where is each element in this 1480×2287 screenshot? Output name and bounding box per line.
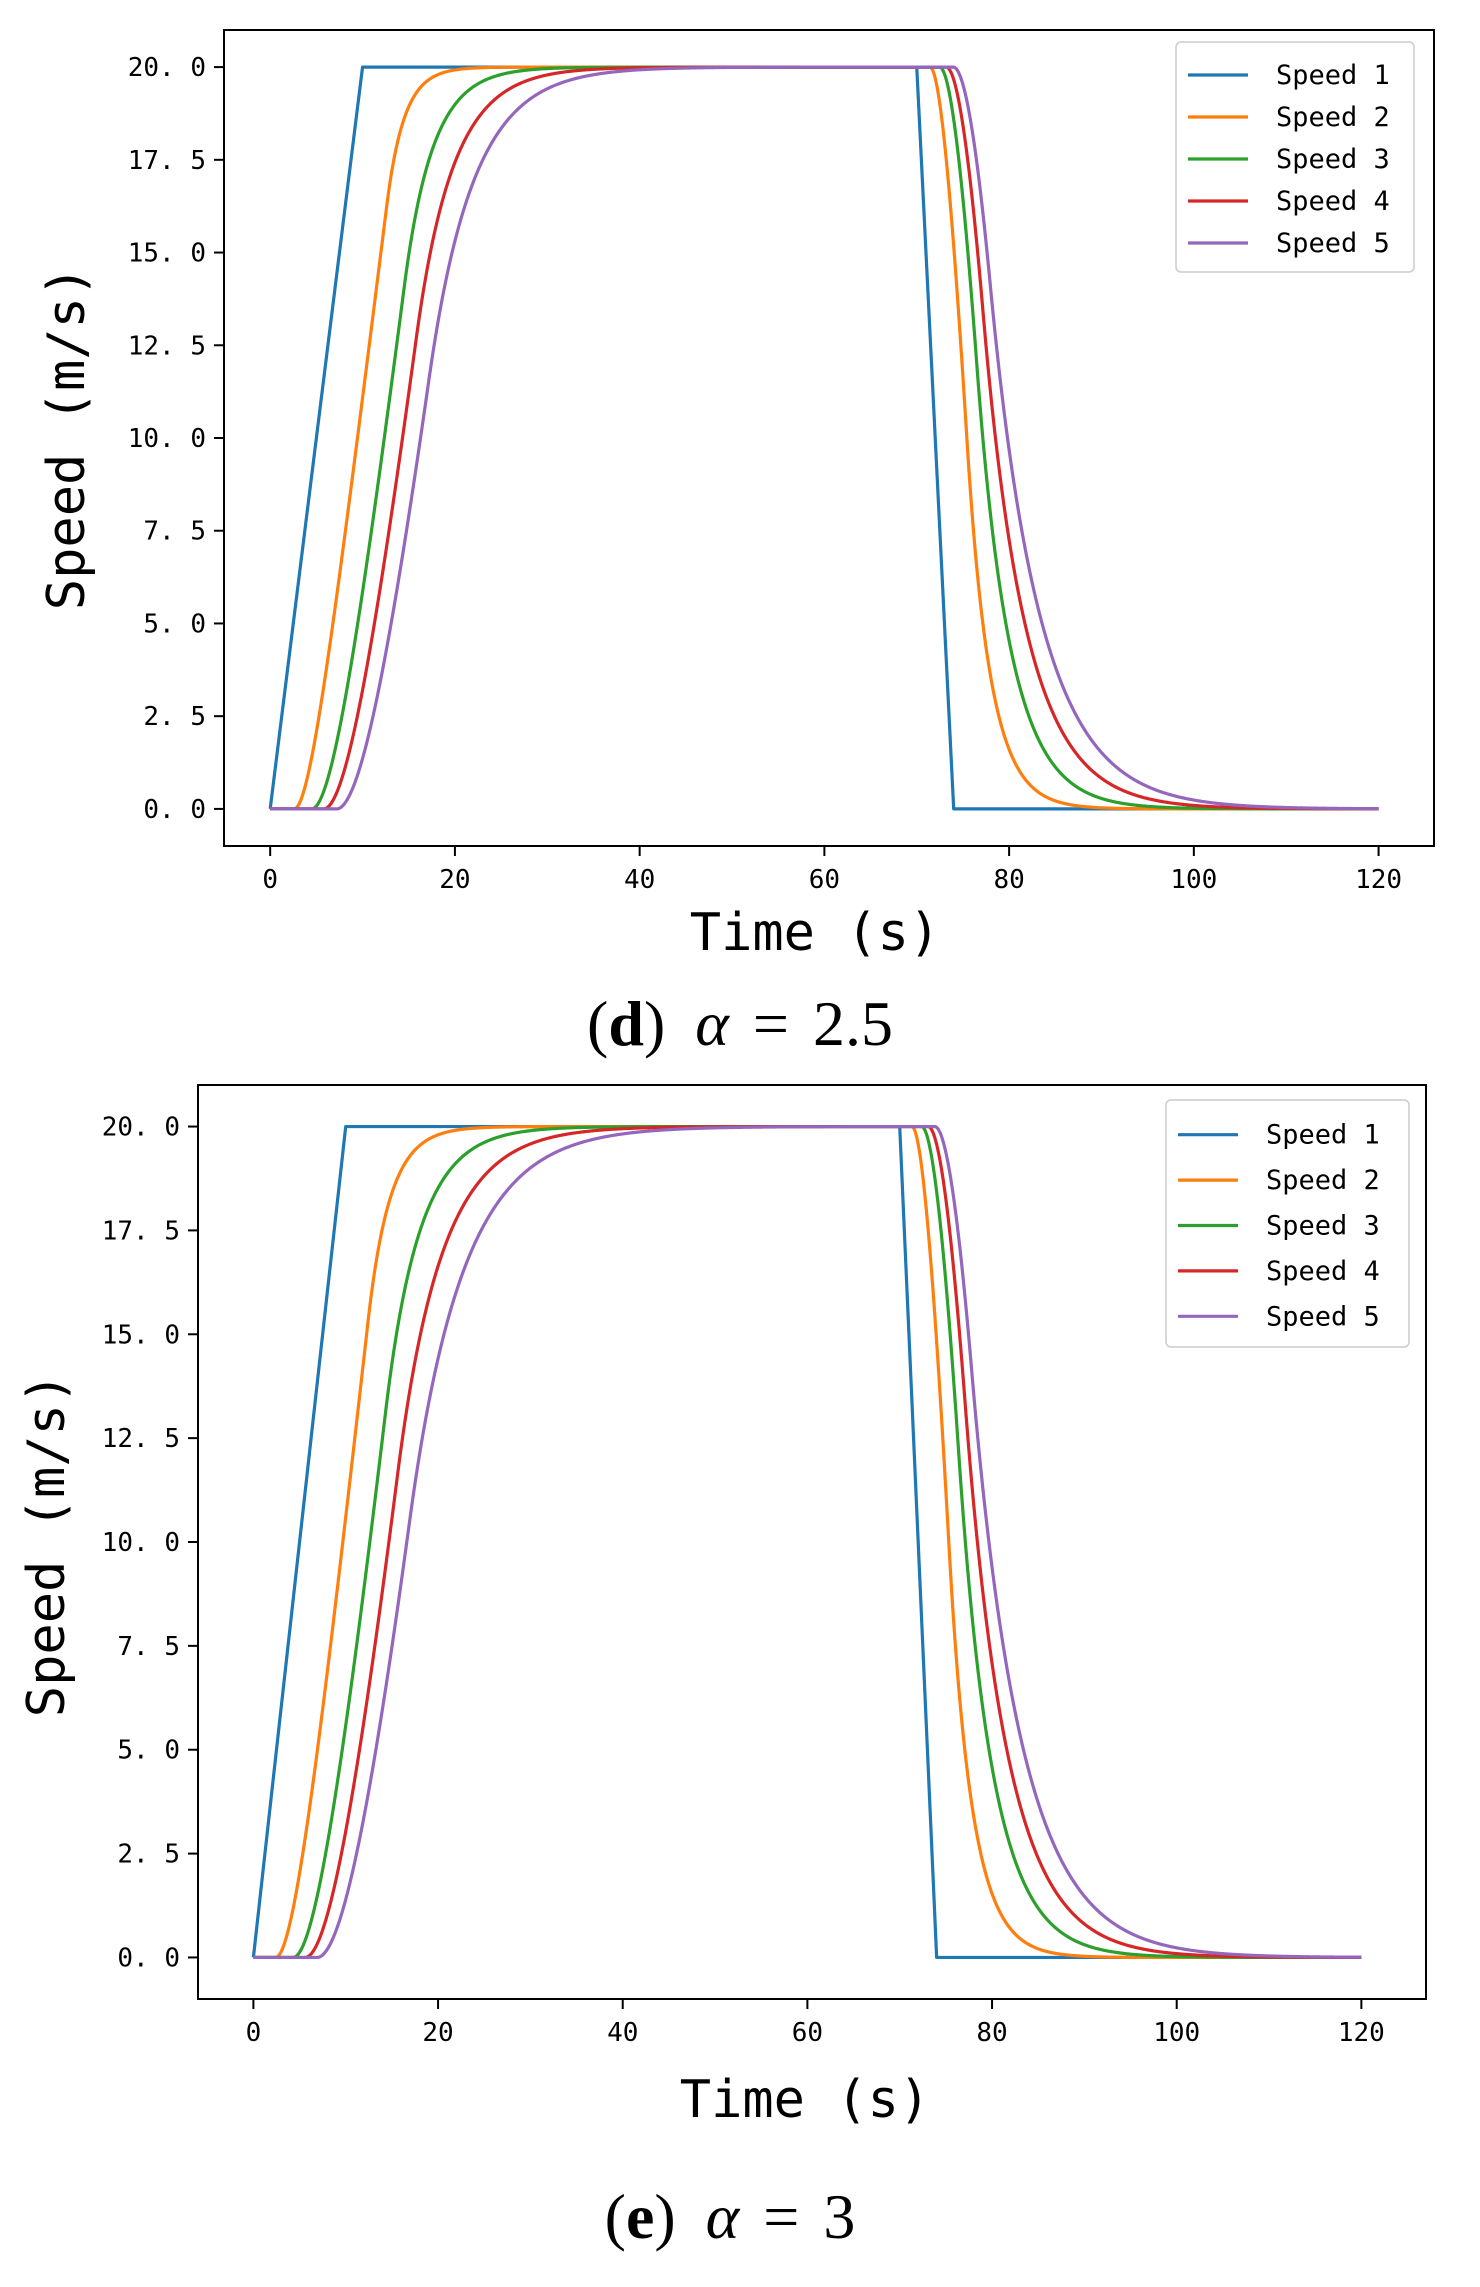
legend-box <box>1175 41 1415 273</box>
panel-caption: (d) α = 2.5 <box>587 988 893 1059</box>
caption-equals: = <box>753 988 789 1059</box>
y-tick-label: 15. 0 <box>102 1320 180 1350</box>
caption-value: 2.5 <box>813 988 893 1059</box>
panel-caption: (e) α = 3 <box>605 2181 856 2252</box>
y-tick-label: 7. 5 <box>143 517 206 547</box>
caption-open: ( <box>605 2181 626 2252</box>
y-axis-label: Speed (m/s) <box>17 1373 77 1717</box>
y-tick-label: 0. 0 <box>143 795 206 825</box>
x-tick-label: 100 <box>1153 2018 1200 2048</box>
caption-value: 3 <box>823 2181 855 2252</box>
legend-label-5: Speed 5 <box>1276 228 1390 259</box>
y-tick-label: 10. 0 <box>102 1528 180 1558</box>
x-tick-label: 60 <box>792 2018 823 2048</box>
x-axis-label: Time (s) <box>690 903 940 963</box>
caption-equals: = <box>763 2181 799 2252</box>
series-line-5 <box>269 65 1380 811</box>
y-tick-label: 20. 0 <box>102 1113 180 1143</box>
x-tick-label: 100 <box>1170 865 1217 895</box>
y-tick-label: 2. 5 <box>117 1840 180 1870</box>
y-tick-label: 5. 0 <box>143 609 206 639</box>
caption-symbol: α <box>695 988 730 1059</box>
legend-label-3: Speed 3 <box>1276 144 1390 175</box>
series-group <box>251 1124 1363 1960</box>
caption-label: d <box>608 988 644 1059</box>
chart-panel-d: 0 20 40 60 80 100 120 0. 0 2. 5 5. 0 7. 5 10. 0 12. … <box>37 29 1435 1059</box>
x-tick-label: 20 <box>422 2018 453 2048</box>
y-tick-label: 0. 0 <box>117 1943 180 1973</box>
y-tick-label: 15. 0 <box>128 239 206 269</box>
series-line-5 <box>252 1124 1363 1960</box>
y-axis-label: Speed (m/s) <box>37 266 97 610</box>
legend-label-1: Speed 1 <box>1266 1120 1380 1151</box>
caption-close: ) <box>644 988 665 1059</box>
x-tick-label: 40 <box>624 865 655 895</box>
y-tick-label: 17. 5 <box>128 146 206 176</box>
y-tick-label: 10. 0 <box>128 424 206 454</box>
y-tick-label: 7. 5 <box>117 1632 180 1662</box>
caption-close: ) <box>654 2181 675 2252</box>
legend: Speed 1 Speed 2 Speed 3 Speed 4 Speed 5 <box>1175 41 1415 273</box>
legend-label-2: Speed 2 <box>1276 102 1390 133</box>
caption-open: ( <box>587 988 608 1059</box>
legend-box <box>1165 1099 1410 1348</box>
caption-symbol: α <box>706 2181 741 2252</box>
y-tick-label: 17. 5 <box>102 1216 180 1246</box>
y-tick-label: 12. 5 <box>128 331 206 361</box>
x-tick-label: 80 <box>993 865 1024 895</box>
y-tick-label: 20. 0 <box>128 53 206 83</box>
legend-label-4: Speed 4 <box>1266 1256 1380 1287</box>
x-tick-label: 0 <box>246 2018 262 2048</box>
legend: Speed 1 Speed 2 Speed 3 Speed 4 Speed 5 <box>1165 1099 1410 1348</box>
legend-label-1: Speed 1 <box>1276 60 1390 91</box>
x-tick-label: 60 <box>809 865 840 895</box>
x-tick-label: 0 <box>262 865 278 895</box>
chart-panel-e: 0 20 40 60 80 100 120 0. 0 2. 5 5. 0 7. 5 10. 0 12. … <box>17 1084 1427 2252</box>
caption-label: e <box>626 2181 654 2252</box>
x-tick-label: 80 <box>976 2018 1007 2048</box>
x-tick-label: 20 <box>439 865 470 895</box>
x-tick-label: 120 <box>1338 2018 1385 2048</box>
y-tick-label: 5. 0 <box>117 1736 180 1766</box>
x-axis-label: Time (s) <box>680 2070 930 2130</box>
y-tick-label: 12. 5 <box>102 1424 180 1454</box>
legend-label-4: Speed 4 <box>1276 186 1390 217</box>
legend-label-2: Speed 2 <box>1266 1165 1380 1196</box>
legend-label-5: Speed 5 <box>1266 1301 1380 1332</box>
legend-label-3: Speed 3 <box>1266 1211 1380 1242</box>
series-group <box>268 65 1380 811</box>
x-tick-label: 120 <box>1355 865 1402 895</box>
x-tick-label: 40 <box>607 2018 638 2048</box>
y-tick-label: 2. 5 <box>143 702 206 732</box>
